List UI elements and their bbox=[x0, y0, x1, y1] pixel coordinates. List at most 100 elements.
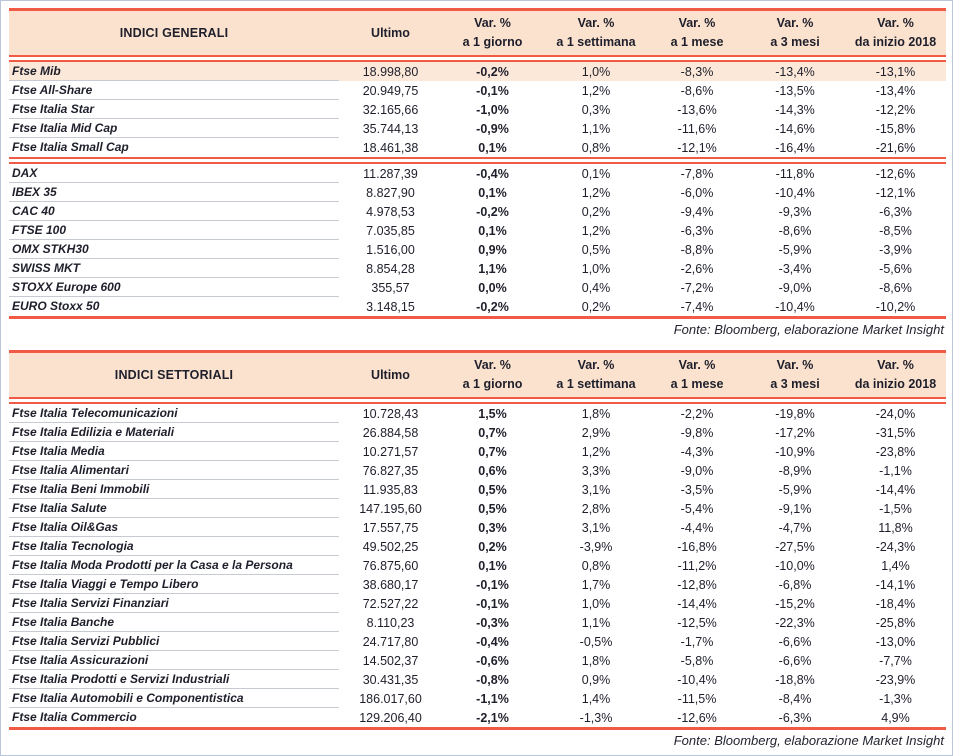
var-1-mese-value: -2,6% bbox=[680, 261, 714, 276]
var-1-mese-value: -12,8% bbox=[677, 577, 717, 592]
column-header-var-1-settimana: Var. % a 1 settimana bbox=[556, 358, 636, 391]
index-name: Ftse Italia Servizi Finanziari bbox=[9, 594, 339, 613]
var-1-settimana-value: 1,2% bbox=[581, 185, 611, 200]
index-name: SWISS MKT bbox=[9, 259, 339, 278]
var-3-mesi-value: -19,8% bbox=[775, 406, 815, 421]
var-1-settimana-value: 0,8% bbox=[581, 140, 611, 155]
ultimo-value: 30.431,35 bbox=[362, 672, 419, 687]
var-inizio-2018-value: -1,1% bbox=[879, 463, 912, 478]
table-row: Ftse Italia Media 10.271,57 0,7% 1,2% -4,3% -… bbox=[9, 442, 946, 461]
table-title: INDICI GENERALI bbox=[119, 26, 229, 40]
var-1-settimana-value: 0,4% bbox=[581, 280, 611, 295]
column-header-var-inizio-2018: Var. % da inizio 2018 bbox=[854, 358, 937, 391]
column-header-var-1-giorno: Var. % a 1 giorno bbox=[462, 16, 523, 49]
ultimo-value: 147.195,60 bbox=[359, 501, 422, 516]
table-row: Ftse Italia Servizi Finanziari 72.527,22 -… bbox=[9, 594, 946, 613]
table-row: Ftse Mib 18.998,80 -0,2% 1,0% -8,3% -13,4% -13… bbox=[9, 62, 946, 81]
var-inizio-2018-value: -1,5% bbox=[879, 501, 912, 516]
var-1-giorno-value: 0,7% bbox=[478, 444, 507, 459]
var-1-giorno-value: 0,1% bbox=[478, 223, 507, 238]
var-1-settimana-value: 0,2% bbox=[581, 204, 611, 219]
table-row: Ftse Italia Beni Immobili 11.935,83 0,5% 3,… bbox=[9, 480, 946, 499]
table-top-rule bbox=[9, 350, 946, 353]
column-header-var-1-mese: Var. % a 1 mese bbox=[670, 358, 724, 391]
var-1-giorno-value: -0,4% bbox=[476, 166, 509, 181]
var-3-mesi-value: -17,2% bbox=[775, 425, 815, 440]
var-1-giorno-value: -0,4% bbox=[476, 634, 509, 649]
index-name: Ftse Italia Telecomunicazioni bbox=[9, 404, 339, 423]
ultimo-value: 129.206,40 bbox=[359, 710, 422, 725]
index-name: IBEX 35 bbox=[9, 183, 339, 202]
var-3-mesi-value: -22,3% bbox=[775, 615, 815, 630]
var-1-giorno-value: -2,1% bbox=[476, 710, 509, 725]
var-1-giorno-value: 0,1% bbox=[478, 185, 507, 200]
var-inizio-2018-value: -15,8% bbox=[875, 121, 916, 136]
var-1-giorno-value: 0,6% bbox=[478, 463, 507, 478]
var-1-giorno-value: -0,1% bbox=[476, 83, 509, 98]
var-3-mesi-value: -8,6% bbox=[778, 223, 812, 238]
table-row: Ftse Italia Salute 147.195,60 0,5% 2,8% -5,4… bbox=[9, 499, 946, 518]
table-body: Ftse Italia Telecomunicazioni 10.728,43 1,… bbox=[9, 404, 946, 727]
var-1-settimana-value: 0,1% bbox=[581, 166, 611, 181]
var-1-settimana-value: 1,2% bbox=[581, 83, 611, 98]
var-3-mesi-value: -10,9% bbox=[775, 444, 815, 459]
var-1-settimana-value: 0,9% bbox=[581, 672, 611, 687]
ultimo-value: 18.998,80 bbox=[362, 64, 419, 79]
var-3-mesi-value: -8,9% bbox=[778, 463, 812, 478]
var-1-settimana-value: 1,1% bbox=[581, 615, 611, 630]
var-1-settimana-value: 0,3% bbox=[581, 102, 611, 117]
var-1-settimana-value: 1,0% bbox=[581, 261, 611, 276]
table-row: CAC 40 4.978,53 -0,2% 0,2% -9,4% -9,3% -6,3% bbox=[9, 202, 946, 221]
var-3-mesi-value: -9,0% bbox=[778, 280, 812, 295]
var-1-mese-value: -16,8% bbox=[677, 539, 717, 554]
var-1-settimana-value: 1,8% bbox=[581, 406, 611, 421]
var-1-mese-value: -9,8% bbox=[680, 425, 714, 440]
var-inizio-2018-value: -14,1% bbox=[875, 577, 916, 592]
column-header-var-inizio-2018: Var. % da inizio 2018 bbox=[854, 16, 937, 49]
var-3-mesi-value: -6,8% bbox=[778, 577, 812, 592]
var-inizio-2018-value: 4,9% bbox=[881, 710, 910, 725]
table-bottom-rule bbox=[9, 727, 946, 730]
var-3-mesi-value: -14,3% bbox=[775, 102, 815, 117]
var-3-mesi-value: -6,3% bbox=[778, 710, 812, 725]
ultimo-value: 186.017,60 bbox=[359, 691, 422, 706]
var-3-mesi-value: -10,4% bbox=[775, 185, 815, 200]
var-1-mese-value: -13,6% bbox=[677, 102, 717, 117]
ultimo-value: 18.461,38 bbox=[362, 140, 419, 155]
var-inizio-2018-value: -21,6% bbox=[875, 140, 916, 155]
var-inizio-2018-value: -8,5% bbox=[879, 223, 912, 238]
var-3-mesi-value: -6,6% bbox=[778, 634, 812, 649]
var-1-mese-value: -11,6% bbox=[677, 121, 717, 136]
table-row: DAX 11.287,39 -0,4% 0,1% -7,8% -11,8% -12,6% bbox=[9, 164, 946, 183]
var-1-giorno-value: -0,2% bbox=[476, 64, 509, 79]
index-name: Ftse Italia Oil&Gas bbox=[9, 518, 339, 537]
table-row: Ftse Italia Banche 8.110,23 -0,3% 1,1% -12,5… bbox=[9, 613, 946, 632]
index-name: FTSE 100 bbox=[9, 221, 339, 240]
ultimo-value: 35.744,13 bbox=[362, 121, 419, 136]
table-row: Ftse Italia Small Cap 18.461,38 0,1% 0,8% -1… bbox=[9, 138, 946, 157]
table-row: Ftse Italia Edilizia e Materiali 26.884,5… bbox=[9, 423, 946, 442]
table-title: INDICI SETTORIALI bbox=[114, 368, 234, 382]
index-name: Ftse Italia Viaggi e Tempo Libero bbox=[9, 575, 339, 594]
var-1-giorno-value: 0,5% bbox=[478, 501, 507, 516]
var-1-mese-value: -12,6% bbox=[677, 710, 717, 725]
ultimo-value: 49.502,25 bbox=[362, 539, 419, 554]
var-inizio-2018-value: -23,9% bbox=[875, 672, 916, 687]
var-3-mesi-value: -14,6% bbox=[775, 121, 815, 136]
var-1-settimana-value: 3,1% bbox=[581, 520, 611, 535]
var-1-mese-value: -9,4% bbox=[680, 204, 714, 219]
var-1-giorno-value: 0,1% bbox=[478, 140, 507, 155]
table-row: SWISS MKT 8.854,28 1,1% 1,0% -2,6% -3,4% -5,6% bbox=[9, 259, 946, 278]
index-name: Ftse Italia Assicurazioni bbox=[9, 651, 339, 670]
var-1-mese-value: -12,5% bbox=[677, 615, 717, 630]
index-name: Ftse Italia Tecnologia bbox=[9, 537, 339, 556]
var-1-giorno-value: 0,2% bbox=[478, 539, 507, 554]
var-1-mese-value: -6,0% bbox=[680, 185, 714, 200]
column-header-var-3-mesi: Var. % a 3 mesi bbox=[770, 358, 820, 391]
table-bottom-rule bbox=[9, 316, 946, 319]
var-inizio-2018-value: -13,4% bbox=[875, 83, 916, 98]
var-3-mesi-value: -10,0% bbox=[775, 558, 815, 573]
table-row: Ftse Italia Assicurazioni 14.502,37 -0,6% 1… bbox=[9, 651, 946, 670]
var-1-settimana-value: 1,2% bbox=[581, 223, 611, 238]
var-1-settimana-value: -0,5% bbox=[579, 634, 613, 649]
